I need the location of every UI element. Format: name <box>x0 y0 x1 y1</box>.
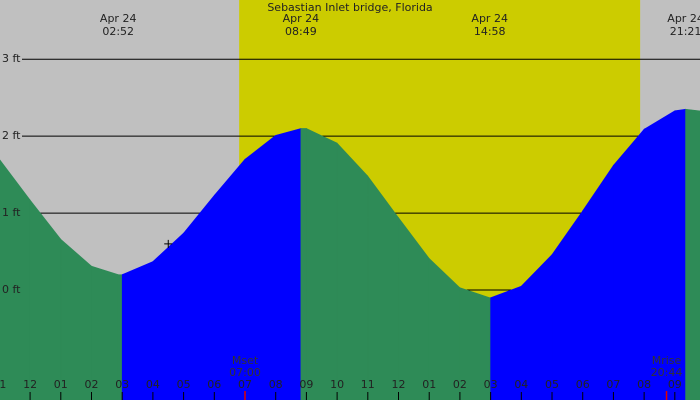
tide-time: 21:21 <box>670 25 700 38</box>
x-tick-label: 03 <box>115 378 129 391</box>
tide-segment <box>300 128 307 400</box>
tide-date: Apr 24 <box>471 12 508 25</box>
x-tick-label: 06 <box>207 378 221 391</box>
moon-time: 20:44 <box>651 366 683 379</box>
x-tick-label: 08 <box>269 378 283 391</box>
tide-segment <box>0 159 31 400</box>
chart-title: Sebastian Inlet bridge, Florida <box>267 1 432 14</box>
tide-date: Apr 24 <box>667 12 700 25</box>
tide-segment <box>685 108 700 400</box>
current-time-marker <box>164 239 173 248</box>
x-tick-label: 09 <box>299 378 313 391</box>
tide-time: 02:52 <box>102 25 134 38</box>
x-tick-label: 12 <box>392 378 406 391</box>
x-tick-label: 07 <box>238 378 252 391</box>
x-tick-label: 08 <box>637 378 651 391</box>
tide-segment <box>613 128 645 400</box>
tide-segment <box>306 127 338 400</box>
x-tick-label: 02 <box>84 378 98 391</box>
moon-label: Mrise <box>652 354 682 367</box>
moon-label: Mset <box>232 354 259 367</box>
y-tick-label: 0 ft <box>2 283 21 296</box>
y-tick-label: 2 ft <box>2 129 21 142</box>
tide-segment <box>152 232 184 400</box>
x-tick-label: 11 <box>0 378 6 391</box>
tide-segment <box>60 238 92 400</box>
tide-area <box>0 108 700 400</box>
x-tick-label: 07 <box>606 378 620 391</box>
x-tick-label: 01 <box>54 378 68 391</box>
x-tick-label: 10 <box>330 378 344 391</box>
y-tick-label: 3 ft <box>2 52 21 65</box>
tide-time: 08:49 <box>285 25 317 38</box>
moon-time: 07:00 <box>229 366 261 379</box>
x-tick-label: 05 <box>177 378 191 391</box>
tide-time: 14:58 <box>474 25 506 38</box>
x-tick-label: 09 <box>668 378 682 391</box>
x-tick-label: 01 <box>422 378 436 391</box>
x-tick-label: 03 <box>484 378 498 391</box>
x-tick-label: 12 <box>23 378 37 391</box>
tide-date: Apr 24 <box>283 12 320 25</box>
tide-date: Apr 24 <box>100 12 137 25</box>
x-tick-label: 04 <box>514 378 528 391</box>
y-tick-label: 1 ft <box>2 206 21 219</box>
x-tick-label: 06 <box>576 378 590 391</box>
x-tick-label: 02 <box>453 378 467 391</box>
x-tick-label: 11 <box>361 378 375 391</box>
x-tick-label: 05 <box>545 378 559 391</box>
x-tick-label: 04 <box>146 378 160 391</box>
tide-segment <box>336 142 369 400</box>
tide-segment <box>275 128 302 400</box>
